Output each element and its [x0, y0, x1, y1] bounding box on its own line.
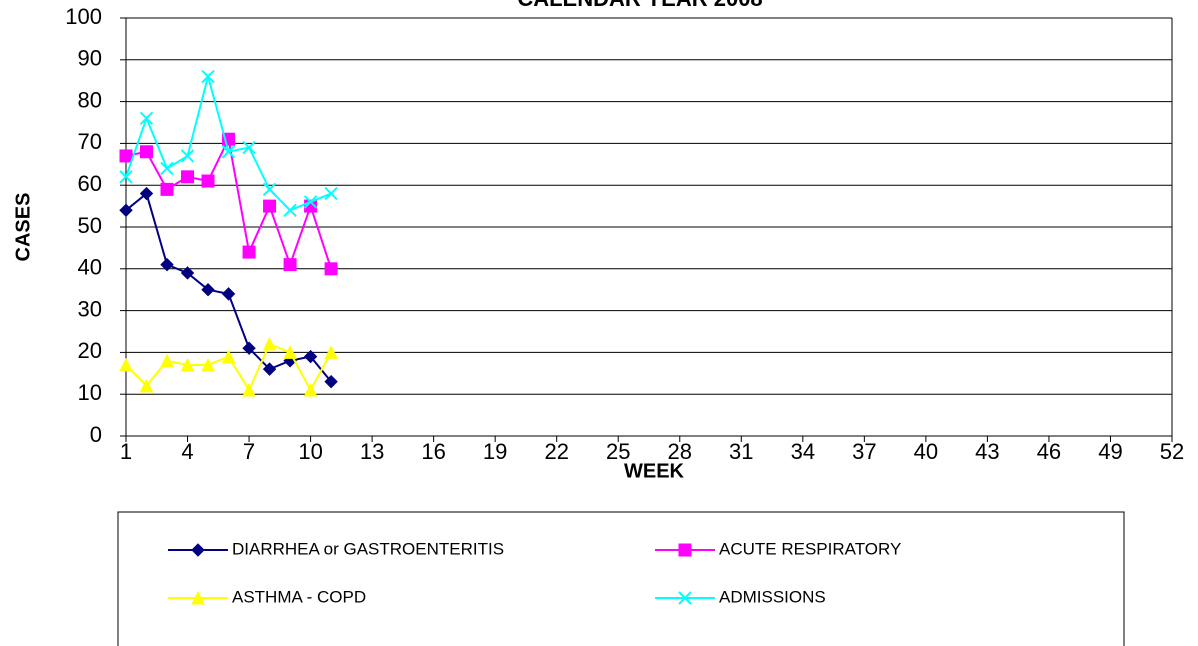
legend-text: DIARRHEA or GASTROENTERITIS [232, 539, 504, 558]
data-point [262, 362, 277, 376]
data-point [139, 186, 154, 201]
legend-marker [191, 590, 205, 605]
data-point [303, 382, 318, 397]
x-tick-label: 37 [852, 439, 876, 464]
y-axis-label: CASES [12, 193, 34, 262]
series-line [125, 136, 333, 270]
data-point [242, 245, 256, 259]
x-tick-label: 4 [181, 439, 193, 464]
x-tick-label: 31 [729, 439, 753, 464]
data-point [242, 382, 256, 397]
data-point [180, 266, 195, 280]
x-tick-label: 40 [914, 439, 938, 464]
y-tick-label: 80 [78, 87, 102, 112]
data-point [160, 161, 174, 176]
data-point [242, 140, 256, 155]
x-tick-label: 16 [421, 439, 445, 464]
data-point [180, 357, 195, 372]
legend-marker [191, 543, 205, 557]
y-tick-label: 40 [78, 255, 102, 280]
data-point [139, 111, 154, 126]
data-point [324, 262, 338, 276]
data-point [119, 357, 133, 372]
legend-text: ASTHMA - COPD [232, 587, 366, 606]
data-point [201, 282, 215, 297]
x-tick-label: 13 [360, 439, 384, 464]
data-point [221, 349, 236, 364]
y-tick-label: 10 [78, 380, 102, 405]
x-tick-label: 52 [1160, 439, 1184, 464]
data-point [283, 345, 297, 359]
data-point [139, 378, 154, 393]
x-tick-label: 46 [1037, 439, 1061, 464]
y-tick-label: 90 [78, 46, 102, 71]
legend-text: ACUTE RESPIRATORY [719, 539, 901, 558]
x-tick-label: 10 [298, 439, 322, 464]
y-tick-label: 20 [78, 338, 102, 363]
y-tick-label: 100 [65, 4, 102, 29]
data-point [262, 336, 277, 351]
data-point [242, 341, 256, 355]
data-point [160, 353, 174, 368]
x-tick-label: 49 [1098, 439, 1122, 464]
data-point [160, 182, 174, 196]
legend-text: ADMISSIONS [719, 587, 826, 606]
x-tick-label: 22 [544, 439, 568, 464]
x-axis-label: WEEK [624, 460, 685, 482]
data-point [303, 349, 318, 364]
data-point [201, 69, 215, 84]
y-tick-label: 60 [78, 171, 102, 196]
x-tick-label: 1 [120, 439, 132, 464]
x-tick-label: 19 [483, 439, 507, 464]
x-tick-label: 34 [791, 439, 815, 464]
data-point [283, 258, 297, 272]
data-point [221, 145, 236, 159]
data-point [160, 257, 174, 272]
data-point [119, 203, 133, 217]
data-point [303, 195, 318, 209]
legend-box [117, 511, 1125, 646]
data-point [221, 287, 236, 301]
data-point [324, 374, 338, 389]
data-point [283, 203, 297, 217]
y-tick-label: 30 [78, 296, 102, 321]
x-tick-label: 7 [243, 439, 255, 464]
data-point [181, 170, 195, 184]
data-point [119, 149, 133, 163]
y-tick-label: 50 [78, 213, 102, 238]
data-point [119, 170, 133, 184]
chart-title: CALENDAR YEAR 2008 [517, 0, 762, 11]
data-point [201, 174, 215, 188]
x-tick-label: 28 [668, 439, 692, 464]
data-point [324, 345, 338, 359]
x-tick-label: 43 [975, 439, 999, 464]
data-point [180, 149, 195, 163]
data-point [263, 199, 277, 213]
data-point [140, 145, 154, 159]
data-point [262, 182, 277, 197]
data-point [201, 357, 215, 372]
y-tick-label: 0 [90, 422, 102, 447]
x-tick-label: 25 [606, 439, 630, 464]
legend-marker [678, 591, 692, 605]
legend-marker [678, 543, 692, 557]
data-point [324, 186, 338, 201]
y-tick-label: 70 [78, 129, 102, 154]
